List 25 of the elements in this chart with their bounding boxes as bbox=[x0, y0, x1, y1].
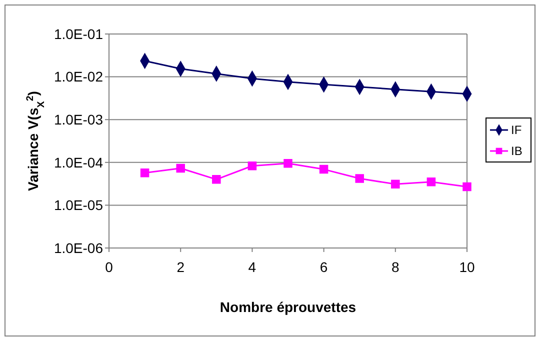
point bbox=[426, 178, 436, 186]
x-tick-label: 10 bbox=[459, 259, 475, 275]
point bbox=[176, 164, 185, 173]
y-tick-label: 1.0E-02 bbox=[54, 68, 104, 85]
x-tick-label: 6 bbox=[320, 259, 328, 275]
x-tick-label: 2 bbox=[176, 259, 185, 275]
y-tick-label: 1.0E-05 bbox=[54, 197, 104, 214]
point bbox=[140, 168, 150, 178]
legend-label: IB bbox=[511, 144, 522, 158]
point bbox=[284, 158, 292, 168]
point bbox=[212, 175, 221, 184]
y-tick-label: 1.0E-06 bbox=[54, 240, 104, 256]
point bbox=[248, 161, 257, 170]
x-tick-label: 0 bbox=[105, 259, 114, 275]
y-tick-label: 1.0E-03 bbox=[54, 112, 104, 128]
point bbox=[462, 182, 472, 192]
legend-label: IF bbox=[511, 123, 522, 138]
point bbox=[391, 180, 400, 189]
y-tick-label: 1.0E-01 bbox=[54, 26, 104, 42]
x-axis-title: Nombre éprouvettes bbox=[220, 299, 356, 315]
point bbox=[319, 164, 328, 174]
point bbox=[355, 174, 364, 183]
y-tick-label: 1.0E-04 bbox=[54, 154, 104, 170]
x-tick-label: 8 bbox=[392, 259, 400, 275]
x-tick-label: 4 bbox=[248, 259, 256, 275]
